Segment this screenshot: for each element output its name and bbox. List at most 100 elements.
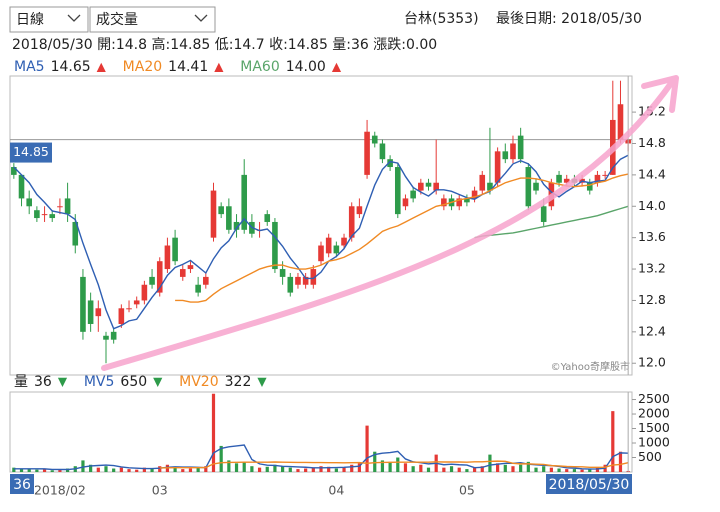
volume-ma-line [13, 444, 629, 471]
legend-name: MV5 [84, 374, 115, 390]
candle-body [379, 143, 386, 160]
select-caret[interactable] [67, 14, 81, 22]
volume-bar [611, 411, 615, 472]
y-tick-label: 1000 [638, 435, 670, 450]
candle-body [149, 276, 155, 285]
candle-body [348, 206, 355, 238]
candle-body [410, 190, 416, 199]
ma-line [13, 154, 629, 330]
legend-trend: ▲ [214, 60, 224, 74]
cursor-date-box [546, 474, 632, 494]
volume-bar [519, 464, 523, 472]
volume-bar [19, 469, 24, 472]
volume-plot-frame [9, 391, 633, 473]
candle-body [586, 182, 593, 191]
period-select[interactable]: 日線 [9, 6, 89, 33]
ma-line [175, 173, 629, 303]
volume-bar [234, 463, 239, 472]
candle-body [502, 151, 509, 160]
legend-value: 14.41 [168, 59, 208, 75]
volume-bar [219, 445, 223, 472]
volume-bar [311, 467, 315, 472]
indicator-select[interactable]: 成交量 [89, 6, 216, 33]
legend-value: 14.00 [286, 59, 326, 75]
volume-bar [334, 468, 338, 472]
volume-bar [204, 466, 208, 472]
volume-bar [196, 467, 200, 472]
volume-bar [296, 469, 300, 472]
volume-bar [526, 461, 530, 472]
arrow-head [641, 75, 679, 113]
candle-body [464, 198, 470, 203]
candle-body [133, 300, 140, 305]
volume-bar [488, 454, 492, 472]
candle-body [479, 174, 486, 191]
volume-bar [557, 468, 561, 472]
arrow-shaft [101, 79, 675, 371]
candle-body [80, 276, 86, 332]
y-tick-label: 2500 [638, 391, 670, 406]
candle-body [41, 214, 48, 216]
volume-bar [618, 451, 623, 472]
volume-bar [58, 469, 62, 472]
volume-bar [465, 469, 469, 472]
candle-body [218, 206, 224, 215]
candle-body [187, 265, 194, 270]
volume-bar [281, 466, 285, 472]
candle-body [156, 261, 163, 293]
volume-bar [150, 468, 154, 472]
candle-body [141, 284, 148, 301]
y-tick-label: 12.8 [638, 292, 666, 307]
volume-bar [595, 467, 600, 472]
volume-bar [403, 463, 408, 472]
select-box[interactable] [89, 6, 216, 33]
candle-body [333, 245, 340, 254]
candle-body [172, 237, 178, 262]
candle-body [517, 135, 524, 160]
candle-body [302, 276, 309, 285]
cursor-date: 2018/05/30 [549, 477, 630, 493]
volume-bar [503, 464, 507, 472]
volume-bar [181, 469, 185, 472]
candle-body [11, 167, 17, 175]
legend-trend: ▼ [58, 375, 68, 389]
quote-line: 2018/05/30 開:14.8 高:14.85 低:14.7 收:14.85… [12, 36, 437, 53]
candle-body [418, 182, 424, 191]
select-value[interactable]: 日線 [16, 12, 44, 28]
volume-bar [426, 467, 431, 472]
volume-bar [442, 467, 446, 472]
ma-line [474, 205, 629, 239]
candle-body [471, 190, 478, 199]
candle-body [295, 276, 301, 285]
legend-value: 36 [34, 374, 52, 390]
volume-bar [81, 460, 85, 472]
x-tick-label: 04 [328, 483, 344, 498]
volume-bar [580, 469, 584, 472]
candle-body [164, 245, 171, 270]
volume-bar [350, 464, 354, 472]
volume-bar [542, 466, 546, 472]
select-caret[interactable] [194, 14, 208, 22]
candle-body [264, 214, 271, 222]
volume-bar [388, 461, 392, 472]
volume-bar [127, 469, 131, 472]
candle-body [425, 182, 432, 187]
cursor-volume: 36 [13, 477, 31, 493]
candle-body [433, 182, 439, 191]
legend-trend: ▼ [153, 375, 163, 389]
candle-body [87, 300, 94, 324]
volume-bar [135, 469, 139, 472]
candle-body [525, 167, 532, 207]
select-value[interactable]: 成交量 [96, 11, 138, 28]
volume-bar [211, 393, 216, 472]
candle-body [563, 178, 570, 183]
watermark: ©Yahoo奇摩股市 [551, 360, 630, 373]
volume-bar [480, 466, 484, 472]
candle-body [540, 206, 547, 222]
candle-body [34, 210, 40, 219]
candle-body [64, 198, 71, 215]
candle-body [556, 174, 562, 183]
cursor-volume-box [10, 474, 34, 494]
legend-value: 14.65 [51, 59, 91, 75]
